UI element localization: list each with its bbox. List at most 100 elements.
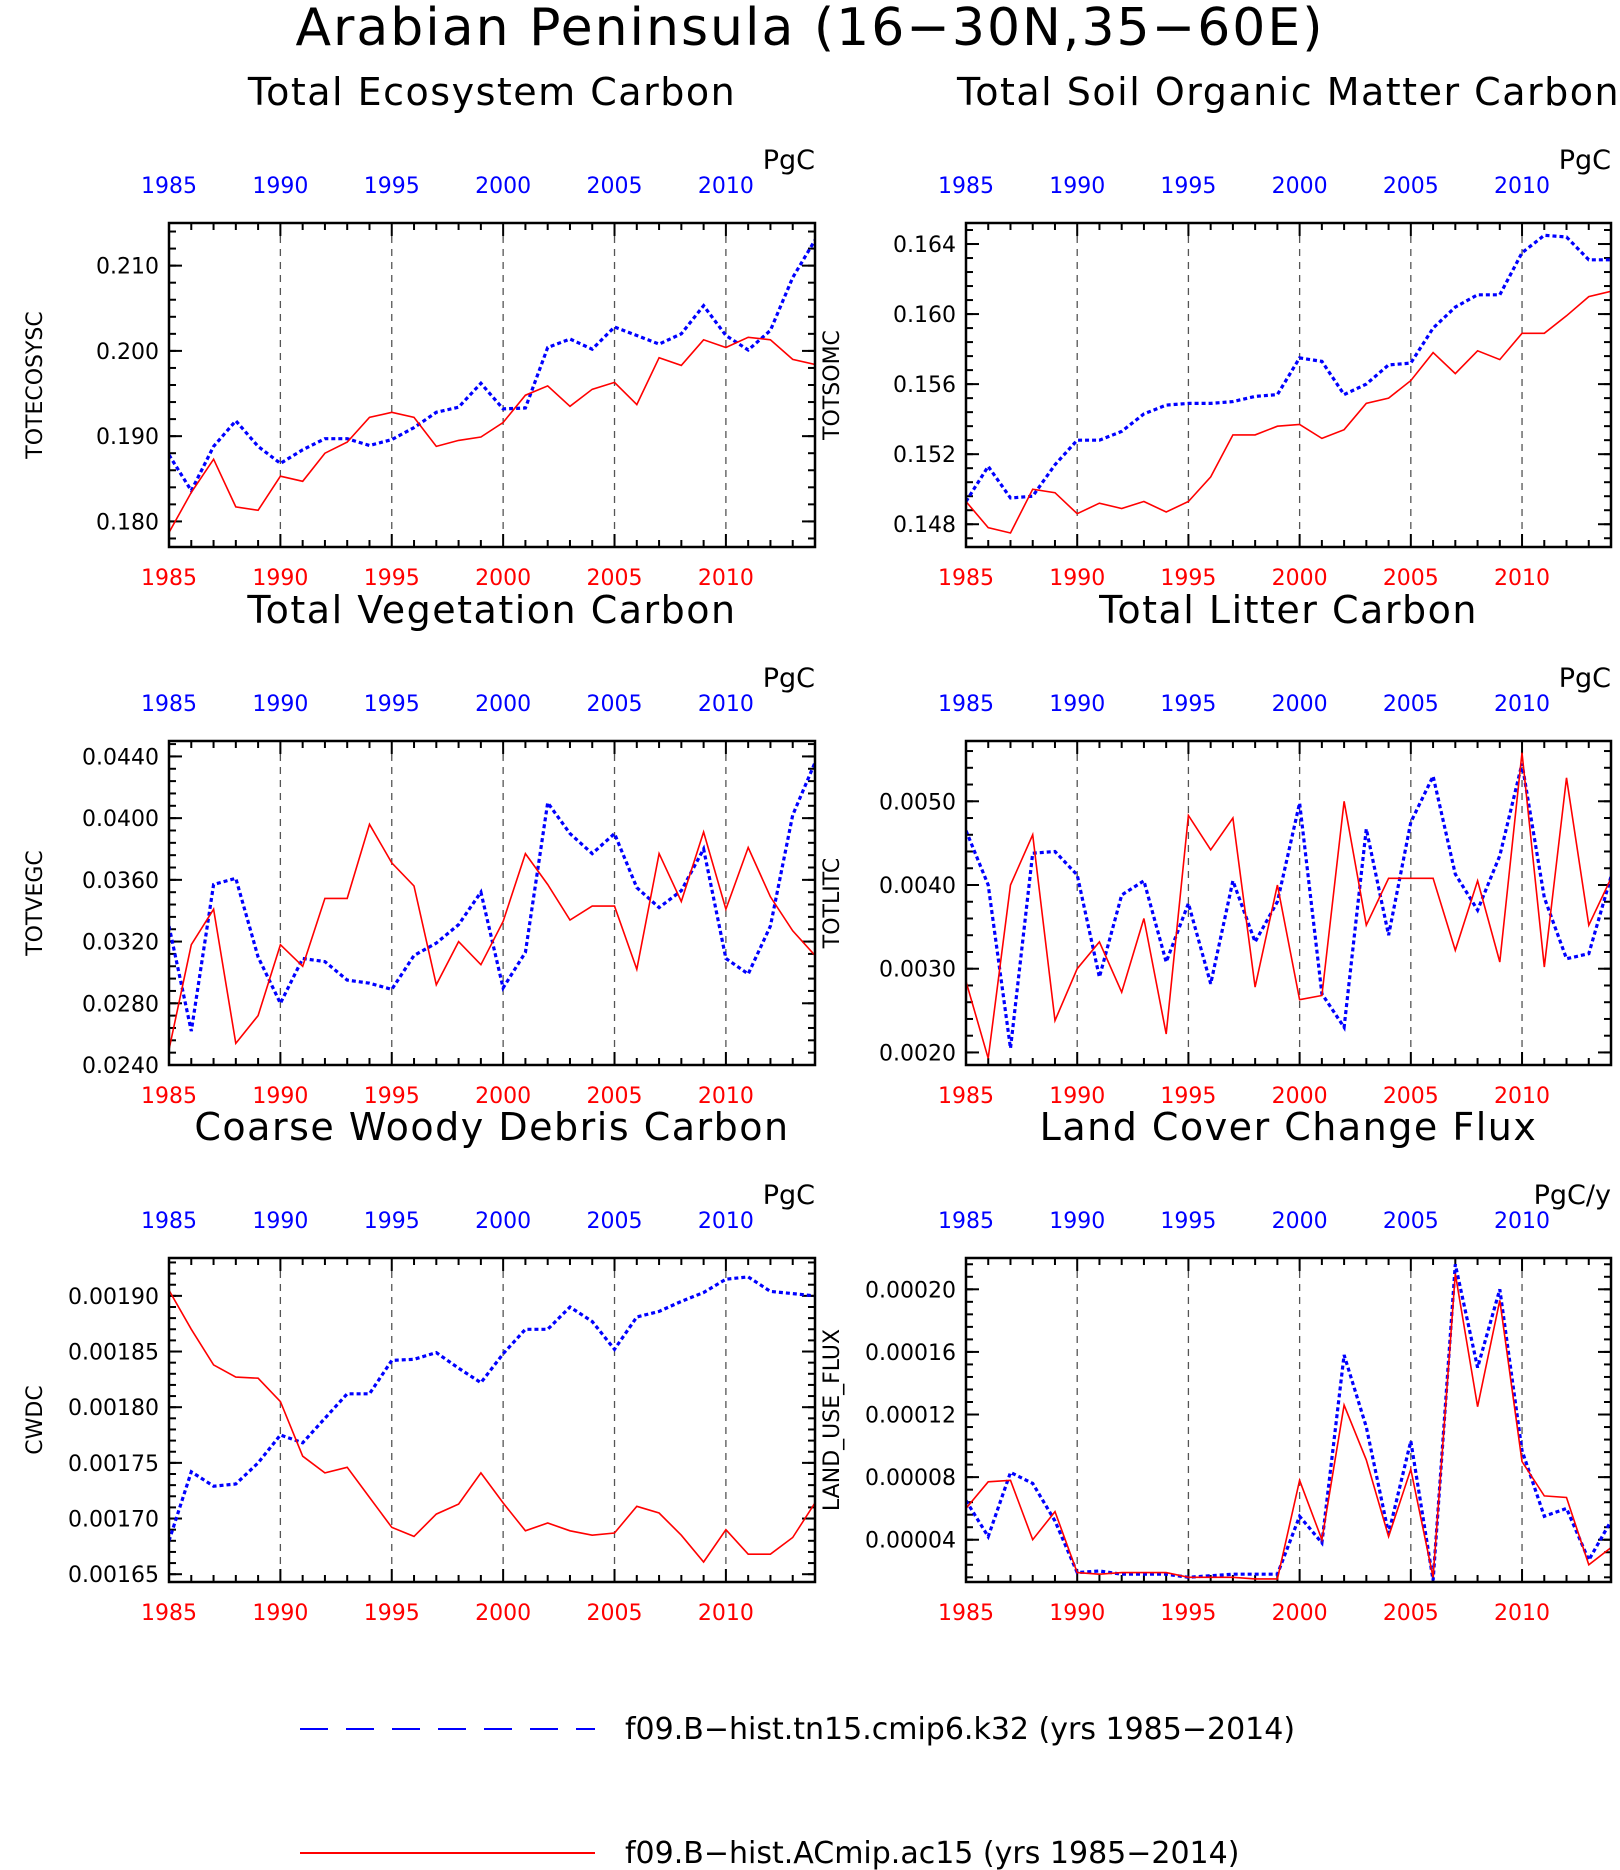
- x-tick-label-bottom: 1985: [141, 566, 197, 591]
- legend: f09.B−hist.tn15.cmip6.k32 (yrs 1985−2014…: [300, 1712, 1295, 1870]
- x-tick-label-bottom: 1990: [1049, 1601, 1105, 1626]
- y-tick-label: 0.152: [893, 443, 956, 468]
- panel-3: Total Vegetation Carbon PgC TOTVEGC 1985 198…: [23, 588, 817, 1109]
- plot-frame: [964, 739, 1613, 1067]
- y-axis-label: LAND_USE_FLUX: [820, 1329, 845, 1511]
- units-label: PgC: [763, 663, 815, 694]
- x-tick-label-top: 2005: [587, 1209, 643, 1234]
- x-tick-label-top: 1995: [1160, 1209, 1216, 1234]
- panels: Total Ecosystem Carbon PgC TOTECOSYSC 1985 1…: [23, 70, 1620, 1626]
- x-tick-label-bottom: 2000: [1272, 1601, 1328, 1626]
- panel-title: Total Soil Organic Matter Carbon: [956, 70, 1620, 114]
- y-tick-label: 0.0030: [879, 958, 956, 983]
- series-line-case2: [169, 822, 815, 1050]
- panel-title: Total Litter Carbon: [1098, 588, 1478, 632]
- series-line-case2: [966, 1273, 1611, 1580]
- units-label: PgC: [763, 145, 815, 176]
- y-tick-label: 0.00170: [68, 1508, 159, 1533]
- x-tick-label-top: 2010: [698, 1209, 754, 1234]
- y-tick-label: 0.190: [96, 425, 159, 450]
- x-tick-label-top: 1985: [141, 1209, 197, 1234]
- panel-title: Total Vegetation Carbon: [246, 588, 736, 632]
- y-tick-label: 0.164: [893, 233, 956, 258]
- x-tick-label-bottom: 1990: [252, 1084, 308, 1109]
- x-tick-label-bottom: 1995: [1160, 566, 1216, 591]
- legend-label: f09.B−hist.tn15.cmip6.k32 (yrs 1985−2014…: [625, 1712, 1295, 1747]
- x-tick-label-bottom: 2010: [1494, 1084, 1550, 1109]
- x-tick-label-top: 2010: [698, 174, 754, 199]
- x-tick-label-bottom: 1995: [364, 1601, 420, 1626]
- y-tick-label: 0.0240: [82, 1054, 159, 1079]
- y-tick-label: 0.00185: [68, 1341, 159, 1366]
- y-axis-label: CWDC: [23, 1385, 48, 1454]
- x-tick-label-bottom: 2000: [1272, 1084, 1328, 1109]
- y-tick-label: 0.00175: [68, 1452, 159, 1477]
- y-axis-label: TOTLITC: [820, 858, 845, 949]
- series-line-case2: [966, 290, 1611, 534]
- x-tick-label-top: 1995: [364, 692, 420, 717]
- y-tick-label: 0.00012: [865, 1404, 956, 1429]
- x-tick-label-top: 2000: [1272, 1209, 1328, 1234]
- x-tick-label-top: 2000: [1272, 692, 1328, 717]
- units-label: PgC: [1559, 145, 1611, 176]
- x-tick-label-top: 1990: [252, 692, 308, 717]
- x-tick-label-top: 1995: [1160, 692, 1216, 717]
- x-tick-label-top: 1985: [141, 692, 197, 717]
- x-tick-label-top: 2010: [698, 692, 754, 717]
- x-tick-label-top: 2005: [587, 174, 643, 199]
- y-tick-label: 0.156: [893, 373, 956, 398]
- plot-frame: [964, 1256, 1613, 1584]
- x-tick-label-bottom: 1995: [1160, 1084, 1216, 1109]
- y-tick-label: 0.00008: [865, 1466, 956, 1491]
- x-tick-label-top: 2005: [1383, 692, 1439, 717]
- y-tick-label: 0.0020: [879, 1041, 956, 1066]
- x-tick-label-top: 2000: [475, 1209, 531, 1234]
- series-line-case2: [169, 1289, 815, 1564]
- panel-title: Land Cover Change Flux: [1040, 1105, 1538, 1149]
- panel-title: Total Ecosystem Carbon: [247, 70, 736, 114]
- x-tick-label-bottom: 1990: [1049, 566, 1105, 591]
- y-tick-label: 0.200: [96, 340, 159, 365]
- y-axis-label: TOTVEGC: [23, 850, 48, 957]
- x-tick-label-bottom: 2000: [1272, 566, 1328, 591]
- x-tick-label-top: 2010: [1494, 174, 1550, 199]
- x-tick-label-bottom: 2005: [1383, 1084, 1439, 1109]
- x-tick-label-bottom: 1985: [141, 1601, 197, 1626]
- x-tick-label-top: 2010: [1494, 692, 1550, 717]
- x-tick-label-bottom: 2005: [587, 1084, 643, 1109]
- panel-5: Coarse Woody Debris Carbon PgC CWDC 1985 198…: [23, 1105, 817, 1626]
- y-axis-label: TOTSOMC: [820, 330, 845, 441]
- x-tick-label-bottom: 1985: [938, 566, 994, 591]
- x-tick-label-top: 1985: [938, 174, 994, 199]
- y-tick-label: 0.00020: [865, 1278, 956, 1303]
- panel-title: Coarse Woody Debris Carbon: [194, 1105, 789, 1149]
- y-tick-label: 0.00190: [68, 1285, 159, 1310]
- x-tick-label-top: 2000: [475, 692, 531, 717]
- x-tick-label-top: 1995: [1160, 174, 1216, 199]
- x-tick-label-top: 2000: [475, 174, 531, 199]
- plot-frame: [167, 221, 817, 549]
- panel-2: Total Soil Organic Matter Carbon PgC TOTSO…: [820, 70, 1620, 591]
- figure-title: Arabian Peninsula (16−30N,35−60E): [295, 0, 1324, 58]
- y-tick-label: 0.0320: [82, 931, 159, 956]
- series-line-case2: [169, 336, 815, 533]
- units-label: PgC: [1559, 663, 1611, 694]
- x-tick-label-bottom: 2010: [1494, 1601, 1550, 1626]
- x-tick-label-bottom: 2005: [1383, 566, 1439, 591]
- y-tick-label: 0.0400: [82, 807, 159, 832]
- x-tick-label-top: 1995: [364, 1209, 420, 1234]
- x-tick-label-top: 1990: [1049, 1209, 1105, 1234]
- x-tick-label-bottom: 1995: [364, 1084, 420, 1109]
- x-tick-label-top: 2000: [1272, 174, 1328, 199]
- y-tick-label: 0.0050: [879, 790, 956, 815]
- x-tick-label-bottom: 1985: [938, 1084, 994, 1109]
- x-tick-label-bottom: 2010: [698, 1601, 754, 1626]
- y-tick-label: 0.0040: [879, 874, 956, 899]
- panel-6: Land Cover Change Flux PgC/y LAND_USE_FLUX…: [820, 1105, 1613, 1626]
- x-tick-label-top: 2005: [1383, 1209, 1439, 1234]
- series-line-case1: [966, 233, 1611, 503]
- x-tick-label-top: 1995: [364, 174, 420, 199]
- units-label: PgC: [763, 1180, 815, 1211]
- y-tick-label: 0.00016: [865, 1341, 956, 1366]
